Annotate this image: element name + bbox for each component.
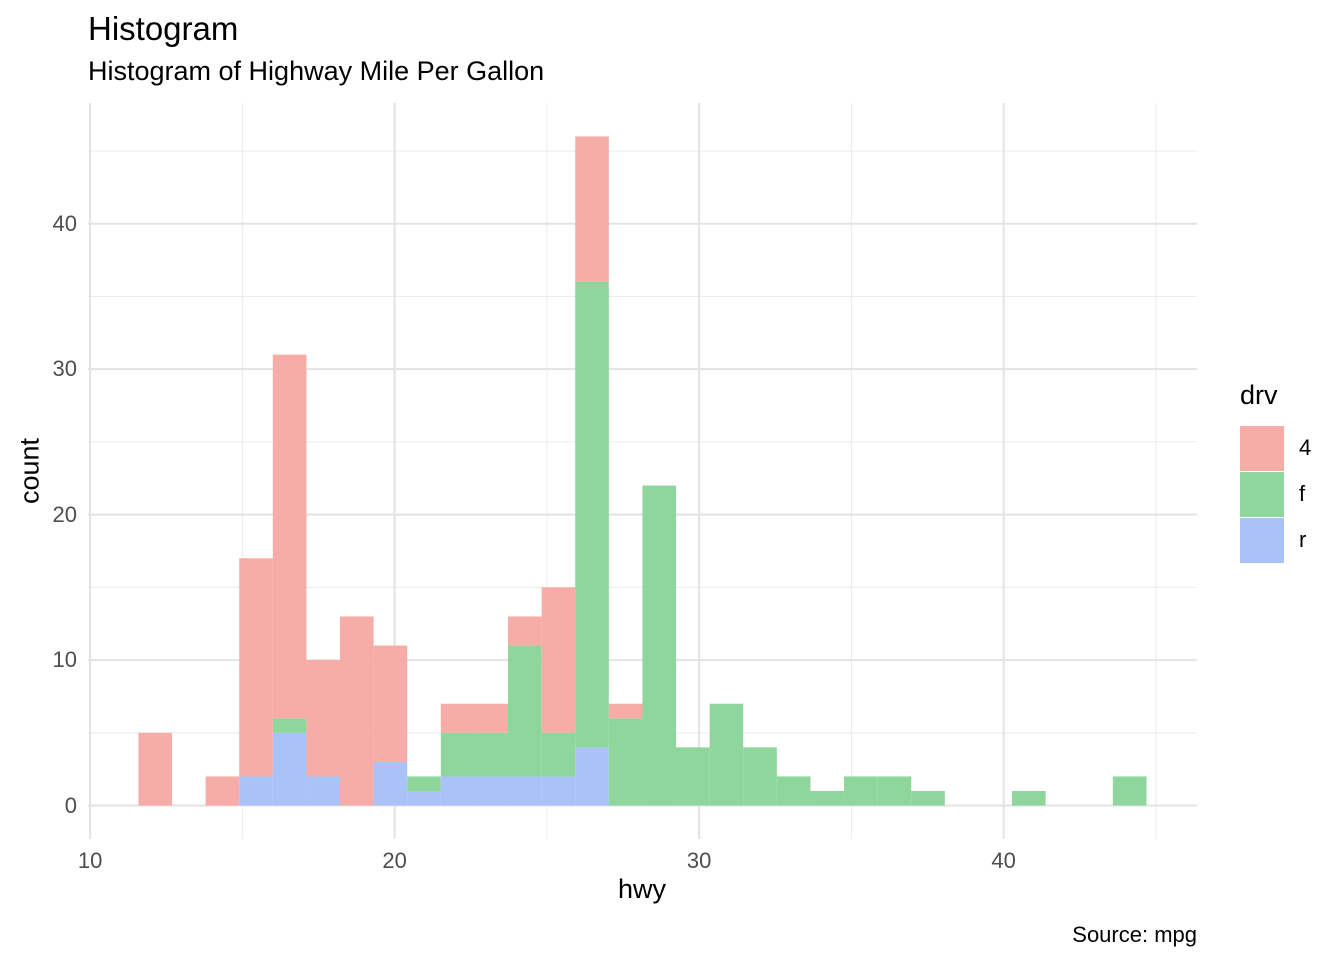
histogram-bar-segment-f: [911, 791, 945, 806]
source-caption: Source: mpg: [1072, 922, 1197, 947]
legend-label: f: [1299, 481, 1306, 506]
histogram-bar-segment-f: [407, 776, 441, 791]
histogram-bar-segment-r: [272, 732, 307, 806]
legend-key-swatch: [1240, 425, 1284, 471]
histogram-bar-segment-f: [508, 645, 542, 777]
histogram-bar-segment-r: [407, 791, 441, 806]
histogram-bar-segment-drv4: [272, 354, 307, 719]
histogram-bar-segment-drv4: [440, 703, 475, 733]
histogram-bar-segment-f: [1012, 791, 1046, 806]
legend-item-4: 4: [1240, 425, 1311, 471]
histogram-bar-segment-r: [440, 776, 475, 806]
histogram-bar-segment-drv4: [306, 660, 341, 777]
plot-panel: [88, 103, 1197, 839]
y-tick-label: 0: [64, 792, 77, 818]
x-tick-label: 40: [991, 848, 1016, 873]
histogram-bar-segment-f: [541, 732, 576, 777]
histogram-bar-segment-r: [541, 776, 576, 806]
histogram-bar-segment-drv4: [373, 645, 408, 762]
histogram-bar-segment-r: [508, 776, 542, 806]
histogram-bar-segment-f: [608, 718, 643, 806]
legend-item-r: r: [1240, 517, 1311, 563]
histogram-bar-segment-f: [709, 703, 744, 806]
histogram-bar-segment-f: [877, 776, 912, 806]
histogram-bar-segment-drv4: [340, 616, 374, 806]
histogram-bar-segment-r: [474, 776, 509, 806]
histogram-bar-segment-drv4: [239, 558, 273, 777]
histogram-bar-segment-f: [776, 776, 811, 806]
histogram-bar-segment-drv4: [474, 703, 509, 733]
histogram-bar-segment-drv4: [608, 703, 643, 719]
x-tick-label: 30: [686, 848, 712, 873]
histogram-bar-segment-f: [810, 791, 845, 806]
legend-key-swatch: [1240, 471, 1284, 517]
legend-key-swatch: [1240, 517, 1284, 563]
histogram-bar-segment-f: [844, 776, 878, 806]
x-tick-label: 20: [382, 848, 407, 873]
x-tick-label: 10: [77, 848, 103, 873]
histogram-bar-segment-drv4: [138, 732, 173, 806]
histogram-bar-segment-drv4: [205, 776, 240, 806]
plot-subtitle: Histogram of Highway Mile Per Gallon: [88, 56, 545, 86]
histogram-bar-segment-f: [743, 747, 777, 806]
x-axis-title: hwy: [617, 874, 667, 904]
y-tick-label: 10: [52, 647, 77, 673]
legend-label: r: [1299, 527, 1307, 552]
histogram-bar-segment-f: [642, 485, 677, 806]
histogram-bar-segment-f: [440, 732, 475, 777]
y-tick-label: 20: [52, 501, 77, 527]
y-axis-title: count: [14, 437, 45, 505]
plot-title: Histogram: [88, 10, 239, 47]
y-tick-label: 30: [52, 356, 77, 382]
legend-item-f: f: [1240, 471, 1311, 517]
histogram-bar-segment-r: [306, 776, 341, 806]
histogram-bar-segment-drv4: [541, 587, 576, 733]
histogram-bar-segment-r: [239, 776, 273, 806]
histogram-bar-segment-f: [474, 732, 509, 777]
histogram-bar-segment-f: [272, 718, 307, 733]
histogram-bar-segment-drv4: [575, 136, 609, 282]
legend-title: drv: [1240, 380, 1278, 410]
histogram-bar-segment-f: [575, 281, 609, 748]
histogram-bar-segment-r: [373, 761, 408, 806]
histogram-bar-segment-f: [676, 747, 710, 806]
histogram-bar-segment-r: [575, 747, 609, 806]
legend-label: 4: [1299, 435, 1312, 460]
y-tick-label: 40: [52, 210, 77, 236]
histogram-bar-segment-f: [1112, 776, 1147, 806]
histogram-bar-segment-drv4: [508, 616, 542, 646]
